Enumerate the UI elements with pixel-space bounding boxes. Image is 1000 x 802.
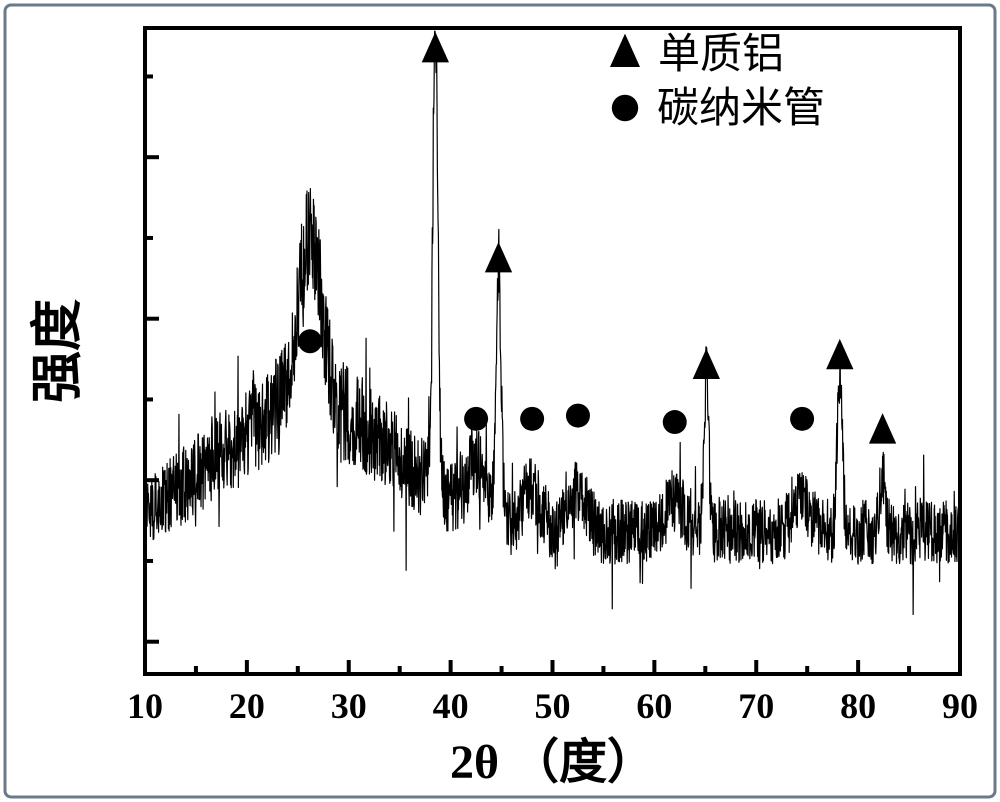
- circle-marker: [566, 404, 590, 428]
- x-axis-label: 2θ （度）: [450, 736, 655, 789]
- circle-marker: [298, 329, 322, 353]
- x-tick-label: 10: [127, 686, 163, 726]
- circle-marker: [663, 410, 687, 434]
- x-tick-label: 30: [331, 686, 367, 726]
- x-tick-label: 90: [942, 686, 978, 726]
- xrd-chart: 10 20 30 40 50 60 70 80 90 2θ （度） 强度 单质铝碳纳米管: [0, 0, 1000, 802]
- x-tick-label: 20: [229, 686, 265, 726]
- legend-circle-icon: [612, 95, 638, 121]
- y-axis-label: 强度: [29, 299, 87, 403]
- circle-marker: [520, 407, 544, 431]
- legend-label: 单质铝: [658, 32, 784, 78]
- x-tick-label: 60: [636, 686, 672, 726]
- x-tick-label: 40: [433, 686, 469, 726]
- circle-marker: [464, 407, 488, 431]
- x-tick-label: 80: [840, 686, 876, 726]
- x-tick-label: 50: [535, 686, 571, 726]
- x-tick-label: 70: [738, 686, 774, 726]
- circle-marker: [790, 407, 814, 431]
- legend-label: 碳纳米管: [657, 86, 825, 132]
